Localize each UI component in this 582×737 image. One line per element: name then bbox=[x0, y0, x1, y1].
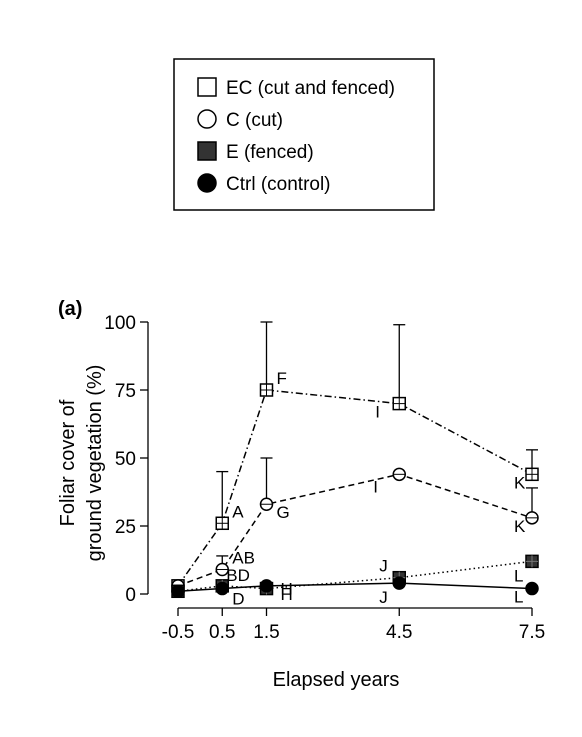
legend-label: E (fenced) bbox=[226, 142, 314, 163]
y-tick-label: 25 bbox=[115, 517, 136, 538]
panel-label: (a) bbox=[58, 298, 82, 320]
data-label: K bbox=[514, 517, 526, 536]
data-label: K bbox=[514, 473, 526, 492]
series-line bbox=[177, 473, 533, 587]
y-axis-title-line-2: ground vegetation (%) bbox=[84, 365, 106, 562]
data-point bbox=[215, 581, 229, 596]
x-tick-label: 0.5 bbox=[209, 622, 235, 643]
plot-area: A F I K AB G I K BD H J L D H J L bbox=[171, 321, 539, 609]
data-label: J bbox=[379, 557, 388, 576]
y-tick-label: 75 bbox=[115, 381, 136, 402]
data-point bbox=[259, 579, 274, 593]
y-axis-title-line-1: Foliar cover of bbox=[57, 399, 79, 526]
data-label: H bbox=[281, 585, 293, 604]
x-axis-title: Elapsed years bbox=[273, 669, 400, 691]
data-point bbox=[392, 576, 406, 590]
data-label: A bbox=[232, 502, 244, 521]
data-label: J bbox=[379, 588, 388, 607]
x-tick-label: 4.5 bbox=[386, 622, 412, 643]
data-label: AB bbox=[232, 549, 255, 568]
series-0: A F I K bbox=[171, 321, 539, 593]
data-label: F bbox=[277, 369, 287, 388]
series-line bbox=[177, 560, 533, 593]
data-label: I bbox=[375, 403, 380, 422]
data-point bbox=[525, 581, 539, 596]
legend-marker bbox=[197, 109, 217, 129]
data-label: H bbox=[281, 580, 293, 599]
y-tick-label: 0 bbox=[125, 585, 136, 606]
legend-marker bbox=[197, 77, 217, 97]
x-tick-label: 1.5 bbox=[253, 622, 279, 643]
data-label: D bbox=[232, 590, 244, 609]
data-label: I bbox=[373, 477, 378, 496]
legend: EC (cut and fenced) C (cut) E (fenced) Ctrl… bbox=[173, 58, 435, 211]
axes: 0 25 50 75 100 -0.5 0.5 1.5 4.5 7.5 bbox=[104, 313, 545, 643]
data-point bbox=[171, 584, 185, 599]
x-tick-label: 7.5 bbox=[519, 622, 545, 643]
legend-label: Ctrl (control) bbox=[226, 174, 331, 195]
data-label: L bbox=[514, 566, 523, 585]
data-label: L bbox=[514, 588, 523, 607]
y-tick-label: 50 bbox=[115, 449, 136, 470]
legend-marker bbox=[197, 173, 217, 193]
data-label: BD bbox=[226, 566, 250, 585]
y-tick-label: 100 bbox=[104, 313, 136, 334]
legend-label: EC (cut and fenced) bbox=[226, 78, 395, 99]
legend-label: C (cut) bbox=[226, 110, 283, 131]
x-tick-label: -0.5 bbox=[162, 622, 195, 643]
data-label: G bbox=[277, 503, 290, 522]
legend-box bbox=[173, 58, 435, 211]
legend-marker bbox=[197, 141, 217, 161]
series-1: AB G I K bbox=[171, 457, 539, 593]
